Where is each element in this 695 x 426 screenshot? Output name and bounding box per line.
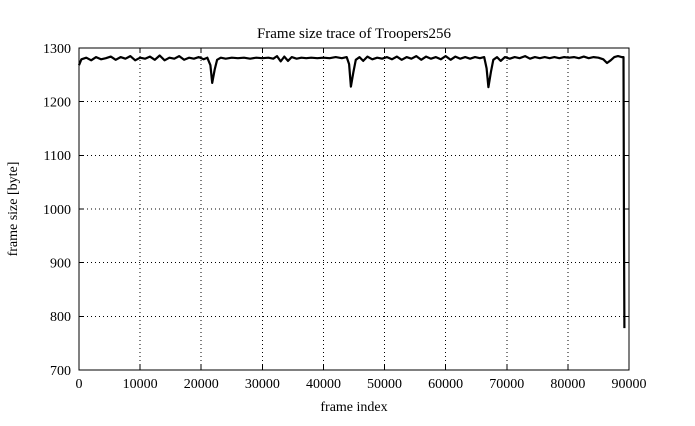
- x-tick-label: 60000: [428, 377, 463, 392]
- x-tick-label: 20000: [184, 377, 219, 392]
- y-tick-label: 900: [50, 256, 71, 271]
- y-axis-label: frame size [byte]: [6, 162, 21, 257]
- y-tick-label: 1200: [43, 95, 71, 110]
- tick-labels: 0 10000 20000 30000 40000 50000 60000 70000 8000…: [43, 42, 647, 392]
- y-tick-label: 800: [50, 310, 71, 325]
- axis-ticks: [78, 47, 630, 371]
- data-series: [77, 54, 626, 329]
- gridlines: [79, 48, 629, 370]
- x-tick-label: 0: [76, 377, 83, 392]
- y-tick-label: 1300: [43, 42, 71, 57]
- x-tick-label: 50000: [367, 377, 402, 392]
- plot-border: [78, 47, 630, 371]
- y-tick-label: 700: [50, 364, 71, 379]
- x-tick-label: 30000: [245, 377, 280, 392]
- x-tick-label: 40000: [306, 377, 341, 392]
- x-axis-label: frame index: [320, 400, 387, 415]
- y-tick-label: 1100: [44, 149, 71, 164]
- frame-size-trace-line: [77, 54, 626, 329]
- x-tick-label: 70000: [489, 377, 524, 392]
- x-tick-label: 10000: [123, 377, 158, 392]
- x-tick-label: 90000: [612, 377, 647, 392]
- x-tick-label: 80000: [550, 377, 585, 392]
- chart-title: Frame size trace of Troopers256: [257, 26, 452, 42]
- y-tick-label: 1000: [43, 203, 71, 218]
